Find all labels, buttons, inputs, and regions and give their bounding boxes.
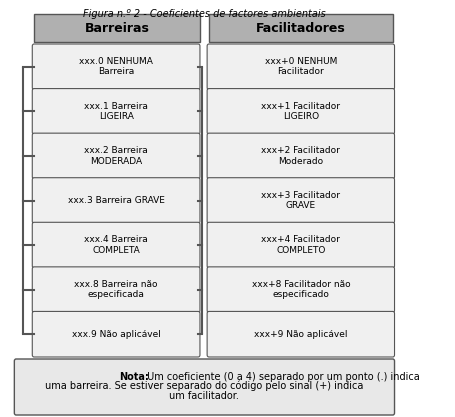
Text: Barreiras: Barreiras <box>84 22 149 35</box>
Text: Figura n.º 2 - Coeficientes de factores ambientais: Figura n.º 2 - Coeficientes de factores … <box>83 9 325 19</box>
FancyBboxPatch shape <box>207 88 394 134</box>
Text: xxx+1 Facilitador
LIGEIRO: xxx+1 Facilitador LIGEIRO <box>261 102 339 121</box>
Text: xxx+9 Não aplicável: xxx+9 Não aplicável <box>253 330 347 339</box>
Text: Facilitadores: Facilitadores <box>255 22 345 35</box>
FancyBboxPatch shape <box>32 311 199 357</box>
Text: xxx+2 Facilitador
Moderado: xxx+2 Facilitador Moderado <box>261 146 339 166</box>
FancyBboxPatch shape <box>32 178 199 223</box>
Text: xxx.1 Barreira
LIGEIRA: xxx.1 Barreira LIGEIRA <box>84 102 148 121</box>
FancyBboxPatch shape <box>208 14 392 42</box>
Text: xxx.4 Barreira
COMPLETA: xxx.4 Barreira COMPLETA <box>84 235 148 255</box>
FancyBboxPatch shape <box>14 359 394 415</box>
Text: xxx+8 Facilitador não
especificado: xxx+8 Facilitador não especificado <box>251 280 349 299</box>
FancyBboxPatch shape <box>32 222 199 268</box>
Text: xxx+4 Facilitador
COMPLETO: xxx+4 Facilitador COMPLETO <box>261 235 339 255</box>
FancyBboxPatch shape <box>32 133 199 179</box>
Text: um facilitador.: um facilitador. <box>169 391 239 401</box>
FancyBboxPatch shape <box>34 14 199 42</box>
Text: xxx.2 Barreira
MODERADA: xxx.2 Barreira MODERADA <box>84 146 148 166</box>
FancyBboxPatch shape <box>32 267 199 312</box>
FancyBboxPatch shape <box>207 267 394 312</box>
FancyBboxPatch shape <box>207 44 394 90</box>
FancyBboxPatch shape <box>207 222 394 268</box>
Text: uma barreira. Se estiver separado do código pelo sinal (+) indica: uma barreira. Se estiver separado do cód… <box>45 381 363 391</box>
FancyBboxPatch shape <box>207 178 394 223</box>
Text: xxx.9 Não aplicável: xxx.9 Não aplicável <box>71 330 160 339</box>
Text: Um coeficiente (0 a 4) separado por um ponto (.) indica: Um coeficiente (0 a 4) separado por um p… <box>144 372 419 382</box>
Text: xxx.0 NENHUMA
Barreira: xxx.0 NENHUMA Barreira <box>79 57 153 76</box>
Text: Nota:: Nota: <box>119 372 149 382</box>
FancyBboxPatch shape <box>32 88 199 134</box>
Text: xxx.8 Barreira não
especificada: xxx.8 Barreira não especificada <box>74 280 157 299</box>
FancyBboxPatch shape <box>207 133 394 179</box>
FancyBboxPatch shape <box>32 44 199 90</box>
FancyBboxPatch shape <box>207 311 394 357</box>
Text: xxx+0 NENHUM
Facilitador: xxx+0 NENHUM Facilitador <box>264 57 336 76</box>
Text: xxx.3 Barreira GRAVE: xxx.3 Barreira GRAVE <box>67 196 164 205</box>
Text: xxx+3 Facilitador
GRAVE: xxx+3 Facilitador GRAVE <box>261 191 339 210</box>
